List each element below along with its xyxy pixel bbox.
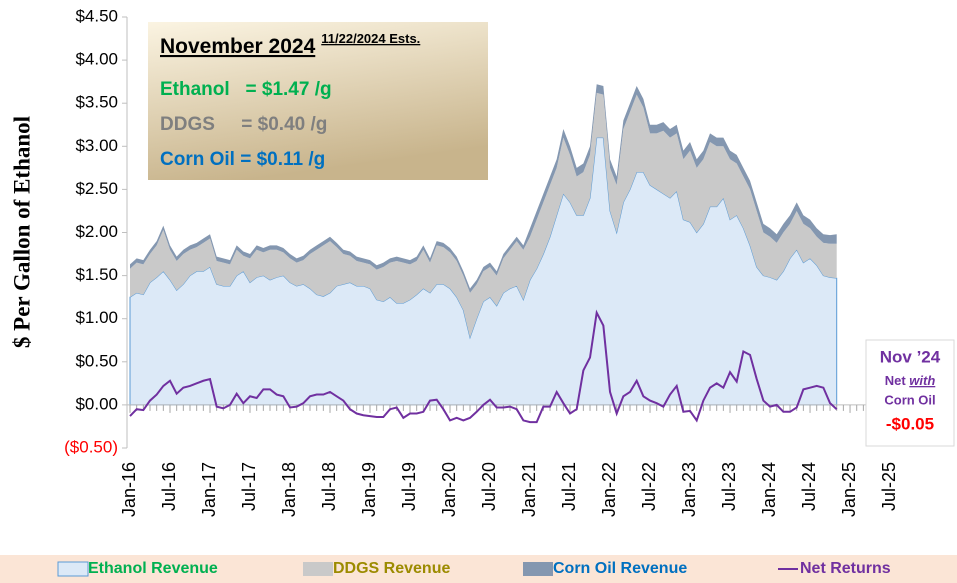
x-tick-label: Jan-25 bbox=[839, 462, 859, 517]
net-with: with bbox=[909, 373, 935, 388]
x-tick-label: Jul-20 bbox=[479, 462, 499, 511]
y-tick-label: $4.50 bbox=[75, 6, 118, 25]
x-tick-label: Jul-16 bbox=[159, 462, 179, 511]
info-date: 11/22/2024 Ests. bbox=[321, 31, 420, 46]
x-tick-label: Jan-17 bbox=[199, 462, 219, 517]
y-axis-label: $ Per Gallon of Ethanol bbox=[9, 116, 34, 348]
legend-label: Ethanol Revenue bbox=[88, 560, 218, 577]
x-tick-label: Jan-23 bbox=[679, 462, 699, 517]
y-tick-label: $4.00 bbox=[75, 50, 118, 69]
info-title-text: November 2024 bbox=[160, 35, 316, 58]
y-tick-label: $0.50 bbox=[75, 351, 118, 370]
net-value: -$0.05 bbox=[886, 414, 934, 433]
y-tick-label: $0.00 bbox=[75, 394, 118, 413]
y-tick-label: $2.50 bbox=[75, 179, 118, 198]
y-tick-label: $1.00 bbox=[75, 308, 118, 327]
legend-swatch bbox=[57, 561, 89, 577]
net-period: Nov ’24 bbox=[880, 347, 941, 366]
legend-swatch bbox=[303, 562, 333, 576]
info-line: DDGS = $0.40 /g bbox=[160, 114, 327, 135]
net-note-bg bbox=[865, 339, 955, 447]
x-tick-label: Jul-23 bbox=[719, 462, 739, 511]
x-tick-label: Jul-19 bbox=[399, 462, 419, 511]
y-tick-label: ($0.50) bbox=[64, 437, 118, 456]
y-tick-label: $2.00 bbox=[75, 222, 118, 241]
info-box: November 2024 11/22/2024 Ests. Ethanol = … bbox=[148, 22, 488, 180]
x-tick-label: Jul-25 bbox=[879, 462, 899, 511]
info-box-bg bbox=[148, 22, 488, 180]
y-tick-label: $3.50 bbox=[75, 93, 118, 112]
area bbox=[130, 92, 837, 338]
net-basis: Corn Oil bbox=[884, 392, 935, 407]
net-label: Net with bbox=[885, 373, 936, 388]
legend-label: Corn Oil Revenue bbox=[553, 560, 687, 577]
x-tick-label: Jan-20 bbox=[439, 462, 459, 517]
info-title: November 2024 11/22/2024 Ests. bbox=[160, 31, 420, 57]
x-tick-label: Jan-21 bbox=[519, 462, 539, 517]
x-tick-label: Jul-18 bbox=[319, 462, 339, 511]
legend-label: Net Returns bbox=[800, 560, 891, 577]
x-tick-label: Jan-24 bbox=[759, 462, 779, 517]
x-tick-label: Jan-18 bbox=[279, 462, 299, 517]
y-tick-label: $3.00 bbox=[75, 136, 118, 155]
x-tick-label: Jul-17 bbox=[239, 462, 259, 511]
plot-area: ($0.50) $0.00 $0.50 $1.00 $1.50 $2.00 $2.50 $3.… bbox=[64, 6, 930, 517]
x-tick-label: Jul-21 bbox=[559, 462, 579, 511]
legend-swatch bbox=[523, 562, 553, 576]
y-tick-label: $1.50 bbox=[75, 265, 118, 284]
net-line bbox=[129, 309, 838, 424]
info-line: Ethanol = $1.47 /g bbox=[160, 79, 332, 100]
net-word: Net bbox=[885, 373, 907, 388]
x-tick-label: Jul-24 bbox=[799, 462, 819, 511]
info-line: Corn Oil = $0.11 /g bbox=[160, 149, 325, 170]
x-tick-label: Jan-19 bbox=[359, 462, 379, 517]
legend: Ethanol Revenue DDGS Revenue Corn Oil Reve… bbox=[57, 560, 891, 577]
legend-label: DDGS Revenue bbox=[333, 560, 450, 577]
x-tick-label: Jul-22 bbox=[639, 462, 659, 511]
x-tick-label: Jan-16 bbox=[119, 462, 139, 517]
x-tick-label: Jan-22 bbox=[599, 462, 619, 517]
net-note: Nov ’24 Net with Corn Oil -$0.05 bbox=[865, 339, 955, 447]
